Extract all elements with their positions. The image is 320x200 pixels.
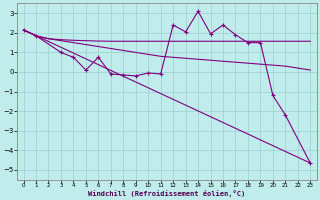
X-axis label: Windchill (Refroidissement éolien,°C): Windchill (Refroidissement éolien,°C) <box>88 190 245 197</box>
